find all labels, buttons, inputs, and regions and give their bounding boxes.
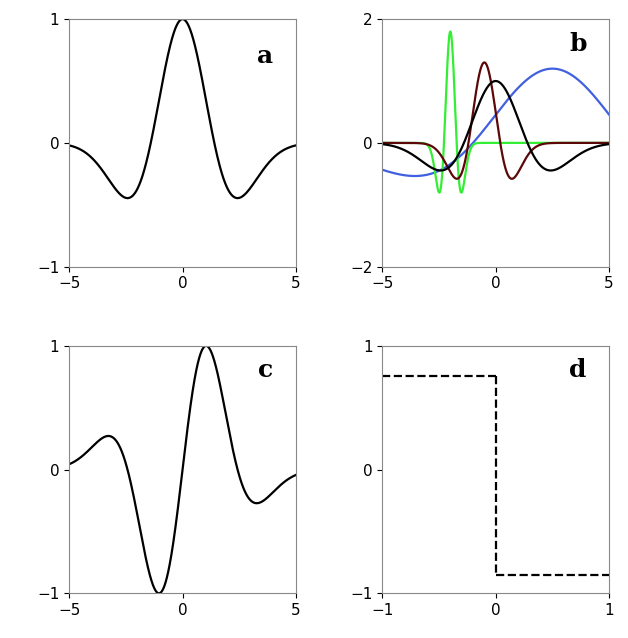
- Text: a: a: [257, 44, 273, 68]
- Text: b: b: [569, 31, 587, 56]
- Text: c: c: [258, 358, 273, 382]
- Text: d: d: [569, 358, 587, 382]
